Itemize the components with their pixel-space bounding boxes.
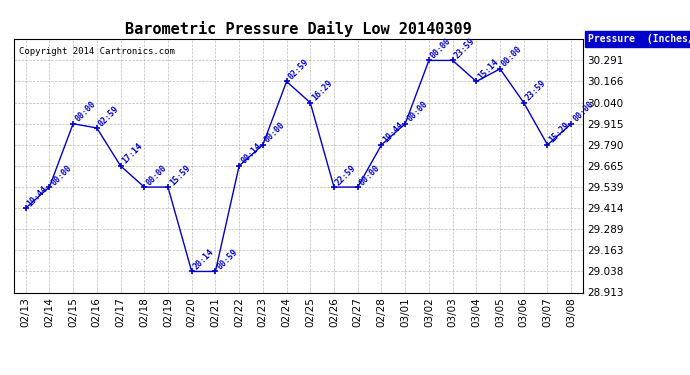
Text: 23:59: 23:59 [524,79,548,103]
Text: 23:59: 23:59 [453,36,477,60]
Text: 00:00: 00:00 [263,121,287,145]
Text: 00:00: 00:00 [73,100,97,124]
Text: 00:00: 00:00 [571,100,595,124]
Text: 16:29: 16:29 [310,79,335,103]
Text: 22:59: 22:59 [334,163,358,187]
Text: 17:14: 17:14 [121,142,145,166]
Text: 00:00: 00:00 [500,45,524,69]
Title: Barometric Pressure Daily Low 20140309: Barometric Pressure Daily Low 20140309 [125,21,472,37]
Text: 00:00: 00:00 [429,36,453,60]
Text: 15:59: 15:59 [168,163,192,187]
Text: 19:44: 19:44 [382,121,406,145]
Text: 02:59: 02:59 [286,57,310,81]
Text: Pressure  (Inches/Hg): Pressure (Inches/Hg) [588,34,690,44]
Text: 20:14: 20:14 [192,248,216,272]
Text: 00:00: 00:00 [144,163,168,187]
Text: 19:44: 19:44 [26,184,50,208]
Text: 00:00: 00:00 [405,100,429,124]
Text: Copyright 2014 Cartronics.com: Copyright 2014 Cartronics.com [19,47,175,56]
Text: 00:00: 00:00 [50,163,73,187]
Text: 02:59: 02:59 [97,104,121,128]
Text: 15:14: 15:14 [476,57,500,81]
Text: 00:14: 00:14 [239,142,263,166]
Text: 15:29: 15:29 [547,121,571,145]
Text: 00:00: 00:00 [357,163,382,187]
Text: 00:59: 00:59 [215,248,239,272]
